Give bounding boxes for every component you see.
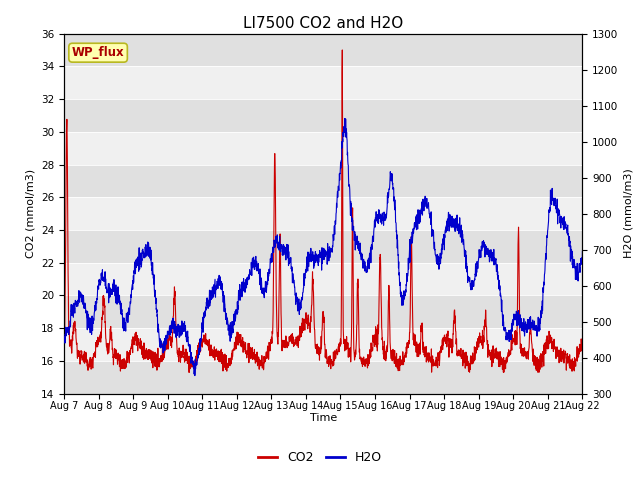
Y-axis label: H2O (mmol/m3): H2O (mmol/m3) [624,169,634,258]
Legend: CO2, H2O: CO2, H2O [253,446,387,469]
Bar [64,132,582,165]
Bar [64,197,582,230]
Y-axis label: CO2 (mmol/m3): CO2 (mmol/m3) [26,169,35,258]
Title: LI7500 CO2 and H2O: LI7500 CO2 and H2O [243,16,403,31]
Bar [64,34,582,66]
Bar [64,66,582,99]
Bar [64,165,582,197]
Bar [64,99,582,132]
X-axis label: Time: Time [310,413,337,422]
Bar [64,328,582,361]
Bar [64,295,582,328]
Bar [64,361,582,394]
Bar [64,263,582,295]
Text: WP_flux: WP_flux [72,46,124,59]
Bar [64,230,582,263]
